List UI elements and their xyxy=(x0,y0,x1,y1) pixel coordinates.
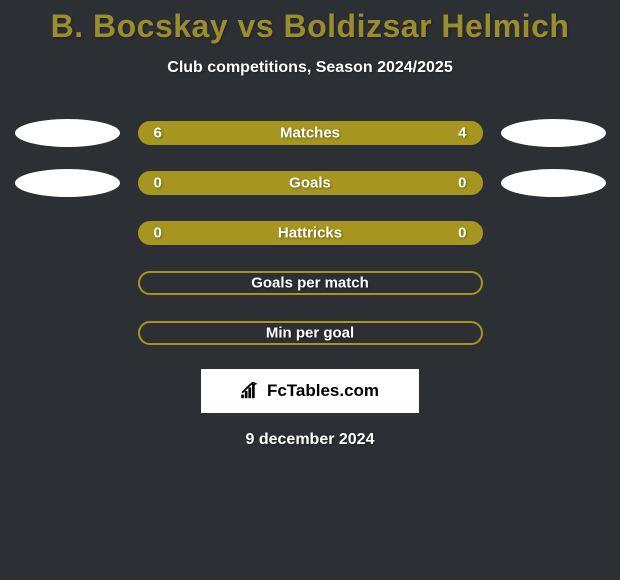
stat-label: Min per goal xyxy=(266,325,354,342)
stat-row-hattricks: 0 Hattricks 0 xyxy=(0,219,620,247)
left-ellipse xyxy=(15,169,120,197)
right-value: 0 xyxy=(458,225,466,242)
left-value: 0 xyxy=(154,225,162,242)
stat-row-gpm: Goals per match xyxy=(0,269,620,297)
comparison-infographic: B. Bocskay vs Boldizsar Helmich Club com… xyxy=(0,0,620,580)
left-ellipse xyxy=(15,119,120,147)
stat-row-mpg: Min per goal xyxy=(0,319,620,347)
stat-bar: 0 Hattricks 0 xyxy=(138,221,483,245)
right-ellipse xyxy=(501,169,606,197)
left-value: 6 xyxy=(154,125,162,142)
stat-row-matches: 6 Matches 4 xyxy=(0,119,620,147)
brand-text: FcTables.com xyxy=(267,381,379,401)
right-ellipse xyxy=(501,119,606,147)
stat-label: Hattricks xyxy=(278,225,342,242)
date-text: 9 december 2024 xyxy=(0,431,620,449)
bar-chart-icon xyxy=(241,382,263,400)
stat-bar: 6 Matches 4 xyxy=(138,121,483,145)
stats-rows: 6 Matches 4 0 Goals 0 0 Hattricks 0 xyxy=(0,119,620,347)
stat-label: Goals per match xyxy=(251,275,369,292)
stat-bar: 0 Goals 0 xyxy=(138,171,483,195)
stat-row-goals: 0 Goals 0 xyxy=(0,169,620,197)
stat-bar: Min per goal xyxy=(138,321,483,345)
right-value: 0 xyxy=(458,175,466,192)
right-value: 4 xyxy=(458,125,466,142)
page-title: B. Bocskay vs Boldizsar Helmich xyxy=(0,0,620,45)
stat-bar: Goals per match xyxy=(138,271,483,295)
page-subtitle: Club competitions, Season 2024/2025 xyxy=(0,59,620,77)
left-value: 0 xyxy=(154,175,162,192)
stat-label: Goals xyxy=(289,175,331,192)
stat-label: Matches xyxy=(280,125,340,142)
brand-badge: FcTables.com xyxy=(201,369,419,413)
